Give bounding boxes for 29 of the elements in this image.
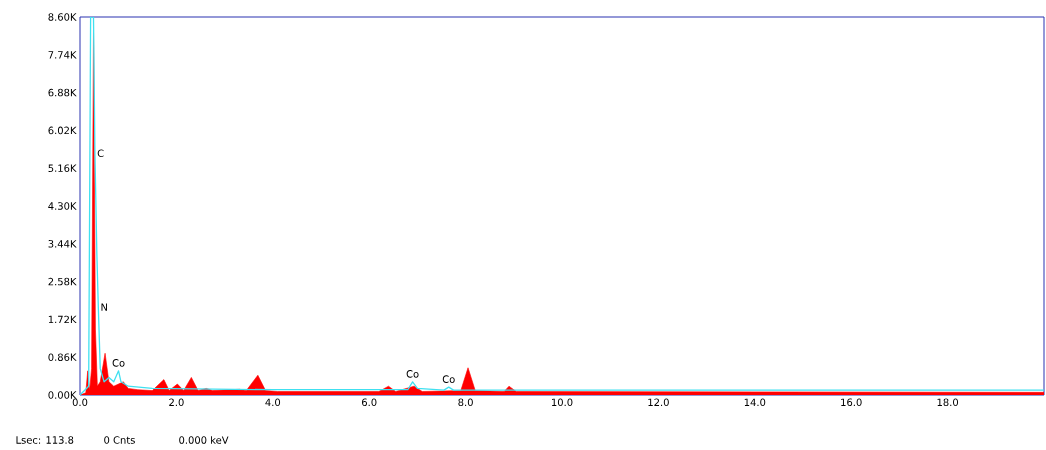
y-tick-label: 0.00K [48, 391, 77, 399]
x-tick-label: 10.0 [552, 398, 573, 407]
x-tick-label: 0.0 [72, 398, 88, 407]
y-tick-label: 7.74K [48, 51, 77, 59]
annotation: Co [406, 370, 419, 378]
x-tick-label: 6.0 [361, 398, 377, 407]
y-tick-label: 4.30K [48, 202, 77, 210]
y-tick-label: 8.60K [48, 13, 77, 21]
text: 0.000 keV [179, 436, 229, 444]
y-tick-label: 6.88K [48, 88, 77, 97]
annotation: Co [112, 359, 125, 367]
y-tick-label: 2.58K [48, 277, 77, 286]
y-tick-label: 5.16K [48, 164, 77, 172]
x-tick-label: 12.0 [648, 398, 669, 407]
x-tick-label: 2.0 [169, 398, 184, 407]
x-tick-label: 8.0 [458, 398, 473, 407]
annotation: Co [442, 375, 455, 383]
x-tick-label: 14.0 [744, 398, 766, 407]
annotation: N [101, 303, 107, 311]
y-tick-label: 6.02K [48, 126, 77, 135]
text: Lsec: 113.8 [16, 436, 74, 444]
x-tick-label: 18.0 [937, 398, 959, 407]
x-tick-label: 16.0 [841, 398, 862, 407]
y-tick-label: 0.86K [48, 353, 77, 361]
x-tick-label: 4.0 [265, 398, 281, 407]
y-tick-label: 1.72K [48, 315, 77, 324]
y-tick-label: 3.44K [48, 240, 77, 248]
text: 0 Cnts [104, 436, 135, 444]
annotation: C [97, 149, 104, 158]
